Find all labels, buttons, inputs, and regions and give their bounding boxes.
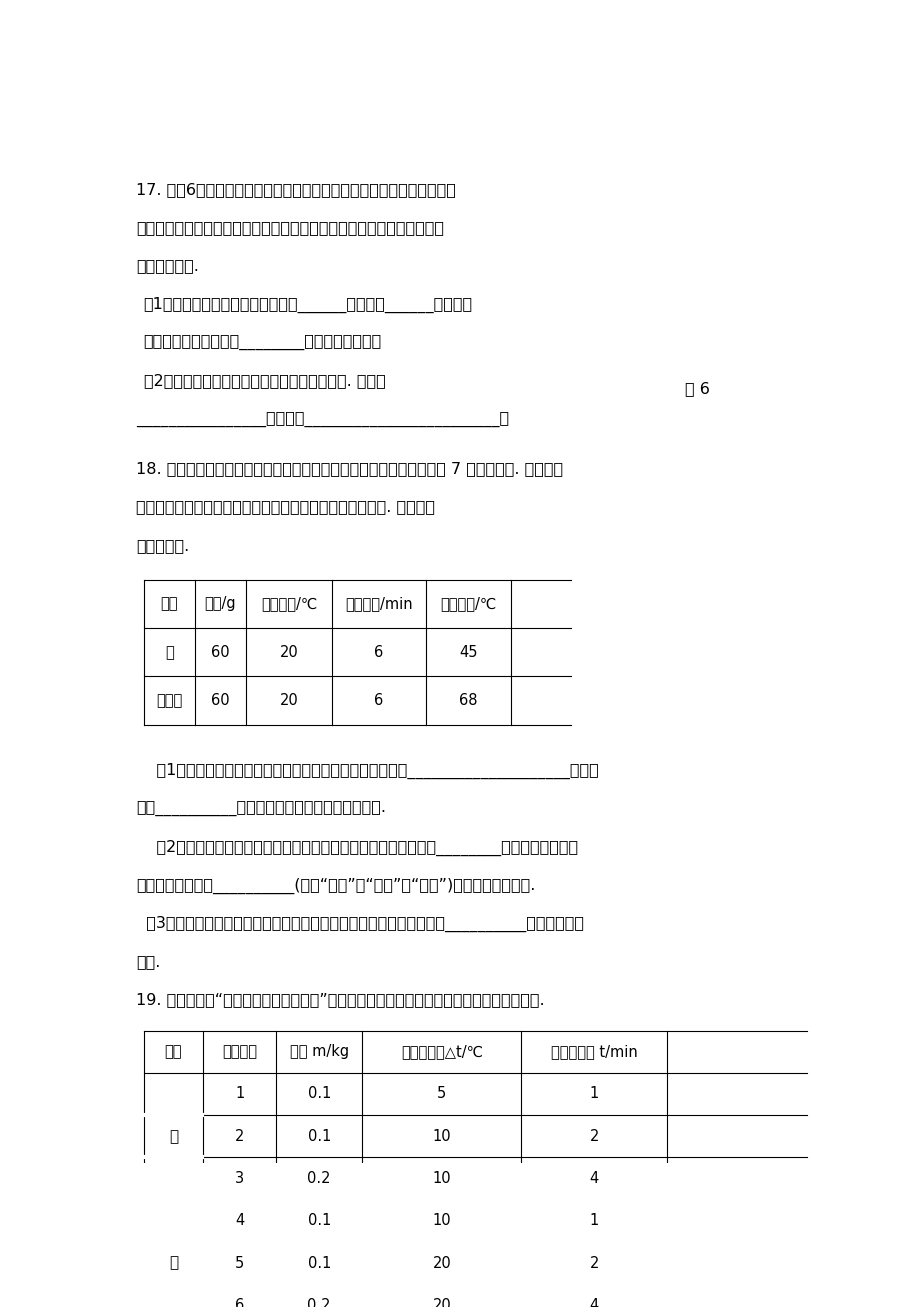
Text: 60: 60 bbox=[211, 644, 230, 660]
Text: 物质: 物质 bbox=[160, 596, 177, 612]
Text: 4: 4 bbox=[234, 1213, 244, 1229]
Text: 1: 1 bbox=[589, 1213, 598, 1229]
Text: 6: 6 bbox=[234, 1298, 244, 1307]
Text: 6: 6 bbox=[374, 693, 383, 708]
Text: 水: 水 bbox=[165, 644, 174, 660]
Text: （2）在此实验中，如果要使水和食用油的最后温度相同，就要给________加热更长的时间，: （2）在此实验中，如果要使水和食用油的最后温度相同，就要给________加热更… bbox=[136, 839, 578, 856]
Text: 酒精的温度升高是通过________方法改变的内能。: 酒精的温度升高是通过________方法改变的内能。 bbox=[143, 335, 381, 350]
Text: 20: 20 bbox=[432, 1256, 451, 1270]
Text: 升高的温度△t/℃: 升高的温度△t/℃ bbox=[401, 1044, 482, 1059]
Text: 1: 1 bbox=[589, 1086, 598, 1102]
Text: 6: 6 bbox=[374, 644, 383, 660]
Text: （1）拉动绳子克服摩擦做功，是将______能转化为______能，筒内: （1）拉动绳子克服摩擦做功，是将______能转化为______能，筒内 bbox=[143, 297, 472, 312]
Text: 5: 5 bbox=[437, 1086, 446, 1102]
Text: 2: 2 bbox=[589, 1256, 598, 1270]
Text: 20: 20 bbox=[279, 693, 298, 708]
Text: 60: 60 bbox=[211, 693, 230, 708]
Text: 食用油: 食用油 bbox=[156, 693, 182, 708]
Text: 0.2: 0.2 bbox=[307, 1298, 331, 1307]
Text: 此时水吸收的热量__________(选填“大于”或“小于”或“等于”)食用油吸收的热量.: 此时水吸收的热量__________(选填“大于”或“小于”或“等于”)食用油吸… bbox=[136, 877, 535, 894]
Text: 19. 某同学在做“比较不同液体吸热能力”的实验时，使用相同的电加热器给液体甲和乙加热.: 19. 某同学在做“比较不同液体吸热能力”的实验时，使用相同的电加热器给液体甲和… bbox=[136, 992, 544, 1008]
Text: 68: 68 bbox=[459, 693, 477, 708]
Text: （1）在实验过程中控制加热时间相同，是为了使两种液体____________________，通过: （1）在实验过程中控制加热时间相同，是为了使两种液体______________… bbox=[136, 763, 598, 779]
Text: 测量液体吸收热量后升高的温度値，并用钟表记录加热时间. 实验数据: 测量液体吸收热量后升高的温度値，并用钟表记录加热时间. 实验数据 bbox=[136, 499, 435, 515]
Text: 0.1: 0.1 bbox=[307, 1213, 331, 1229]
Text: 描述.: 描述. bbox=[136, 954, 161, 968]
Text: 初始温度/℃: 初始温度/℃ bbox=[261, 596, 317, 612]
Text: 质量/g: 质量/g bbox=[205, 596, 236, 612]
Text: 质量 m/kg: 质量 m/kg bbox=[289, 1044, 348, 1059]
Text: 酒精，管口用塞子塞紧，用绳子在管外绕几圈并迅速地来回拉动，一会看: 酒精，管口用塞子塞紧，用绳子在管外绕几圈并迅速地来回拉动，一会看 bbox=[136, 221, 444, 235]
Text: 1: 1 bbox=[234, 1086, 244, 1102]
Text: 最后温度/℃: 最后温度/℃ bbox=[440, 596, 496, 612]
Text: （3）通过实验可以得到不同的物质吸热能力不同，物质的这种特性用__________这个物理量来: （3）通过实验可以得到不同的物质吸热能力不同，物质的这种特性用_________… bbox=[136, 916, 584, 932]
Text: 10: 10 bbox=[432, 1171, 450, 1185]
Text: 2: 2 bbox=[589, 1129, 598, 1144]
Text: ________________，原因：________________________。: ________________，原因：____________________… bbox=[136, 412, 509, 426]
Text: 0.2: 0.2 bbox=[307, 1171, 331, 1185]
Text: 3: 3 bbox=[235, 1171, 244, 1185]
Text: 记录如下表.: 记录如下表. bbox=[136, 537, 189, 553]
Text: 甲: 甲 bbox=[168, 1129, 177, 1144]
Text: 18. 为了比较水和食用油的某种特性，小明用两个相同的装置做了如图 7 所示的实验. 用温度计: 18. 为了比较水和食用油的某种特性，小明用两个相同的装置做了如图 7 所示的实… bbox=[136, 461, 563, 476]
Text: 加热的时间 t/min: 加热的时间 t/min bbox=[550, 1044, 637, 1059]
Text: 5: 5 bbox=[234, 1256, 244, 1270]
Text: 比较__________来研究水和食用油吸热能力的差异.: 比较__________来研究水和食用油吸热能力的差异. bbox=[136, 801, 386, 817]
Text: 45: 45 bbox=[459, 644, 477, 660]
Text: 到塞子被弹起.: 到塞子被弹起. bbox=[136, 259, 199, 273]
Text: 17. 如图6所示，把一个底端密闭的薄壁金属管固定在桌上，管里放一些: 17. 如图6所示，把一个底端密闭的薄壁金属管固定在桌上，管里放一些 bbox=[136, 182, 456, 197]
Text: 20: 20 bbox=[279, 644, 298, 660]
Text: （2）请说出该实验中的某一现象并简述其原因. 现象：: （2）请说出该实验中的某一现象并简述其原因. 现象： bbox=[143, 374, 385, 388]
Text: 10: 10 bbox=[432, 1129, 450, 1144]
Text: 2: 2 bbox=[234, 1129, 244, 1144]
Text: 10: 10 bbox=[432, 1213, 450, 1229]
Text: 乙: 乙 bbox=[168, 1256, 177, 1270]
Text: 0.1: 0.1 bbox=[307, 1129, 331, 1144]
Text: 4: 4 bbox=[589, 1298, 598, 1307]
Text: 图 6: 图 6 bbox=[685, 380, 709, 396]
Text: 加热时间/min: 加热时间/min bbox=[345, 596, 413, 612]
Text: 4: 4 bbox=[589, 1171, 598, 1185]
Text: 0.1: 0.1 bbox=[307, 1086, 331, 1102]
Text: 实验次数: 实验次数 bbox=[221, 1044, 257, 1059]
Text: 0.1: 0.1 bbox=[307, 1256, 331, 1270]
Text: 20: 20 bbox=[432, 1298, 451, 1307]
Text: 液体: 液体 bbox=[165, 1044, 182, 1059]
